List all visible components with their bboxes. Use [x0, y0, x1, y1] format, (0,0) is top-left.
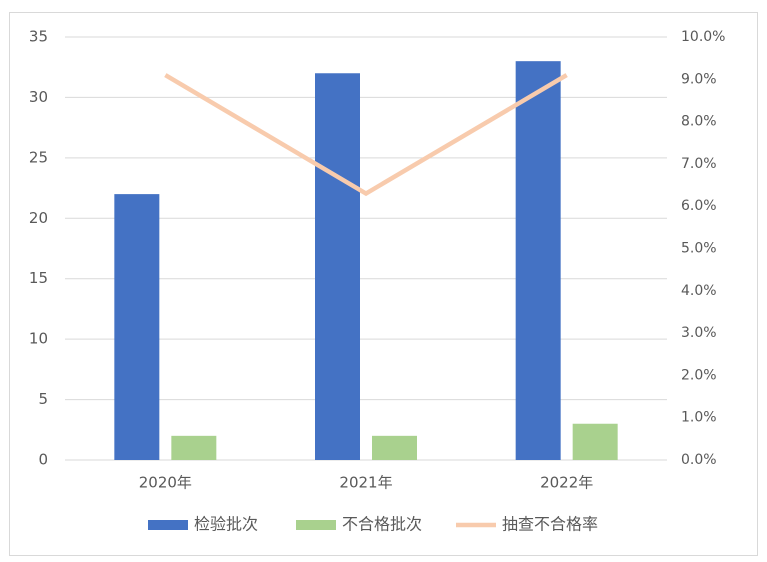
y-tick-label: 35 — [29, 28, 48, 46]
y-tick-label: 25 — [29, 148, 48, 166]
x-tick-label: 2020年 — [139, 474, 192, 492]
y2-tick-label: 2.0% — [681, 367, 717, 383]
legend-label: 检验批次 — [194, 515, 258, 534]
bar — [315, 73, 360, 460]
legend-label: 不合格批次 — [342, 515, 422, 534]
legend-swatch — [296, 520, 336, 530]
line-series — [164, 73, 568, 197]
bar — [114, 194, 160, 460]
y2-tick-label: 3.0% — [681, 325, 717, 341]
legend-label: 抽查不合格率 — [502, 515, 598, 534]
y2-tick-label: 7.0% — [681, 156, 717, 172]
y-tick-label: 30 — [29, 88, 48, 106]
y2-tick-label: 8.0% — [681, 114, 717, 130]
bar — [372, 435, 417, 460]
y2-tick-label: 6.0% — [681, 198, 717, 214]
y2-tick-label: 0.0% — [681, 452, 717, 468]
y2-tick-label: 10.0% — [681, 29, 725, 45]
y2-tick-label: 4.0% — [681, 283, 717, 299]
y2-tick-label: 1.0% — [681, 410, 717, 426]
x-tick-label: 2022年 — [540, 474, 593, 492]
y-tick-label: 5 — [38, 390, 48, 408]
bar — [515, 61, 561, 461]
y-tick-label: 10 — [29, 330, 48, 348]
y-tick-label: 15 — [29, 269, 48, 287]
bar — [572, 423, 618, 460]
y-tick-label: 20 — [29, 209, 48, 227]
x-tick-label: 2021年 — [339, 474, 392, 492]
y2-tick-label: 9.0% — [681, 71, 717, 87]
bar — [171, 435, 217, 460]
y2-tick-label: 5.0% — [681, 241, 717, 257]
y-tick-label: 0 — [38, 451, 48, 469]
legend-swatch — [148, 520, 188, 530]
